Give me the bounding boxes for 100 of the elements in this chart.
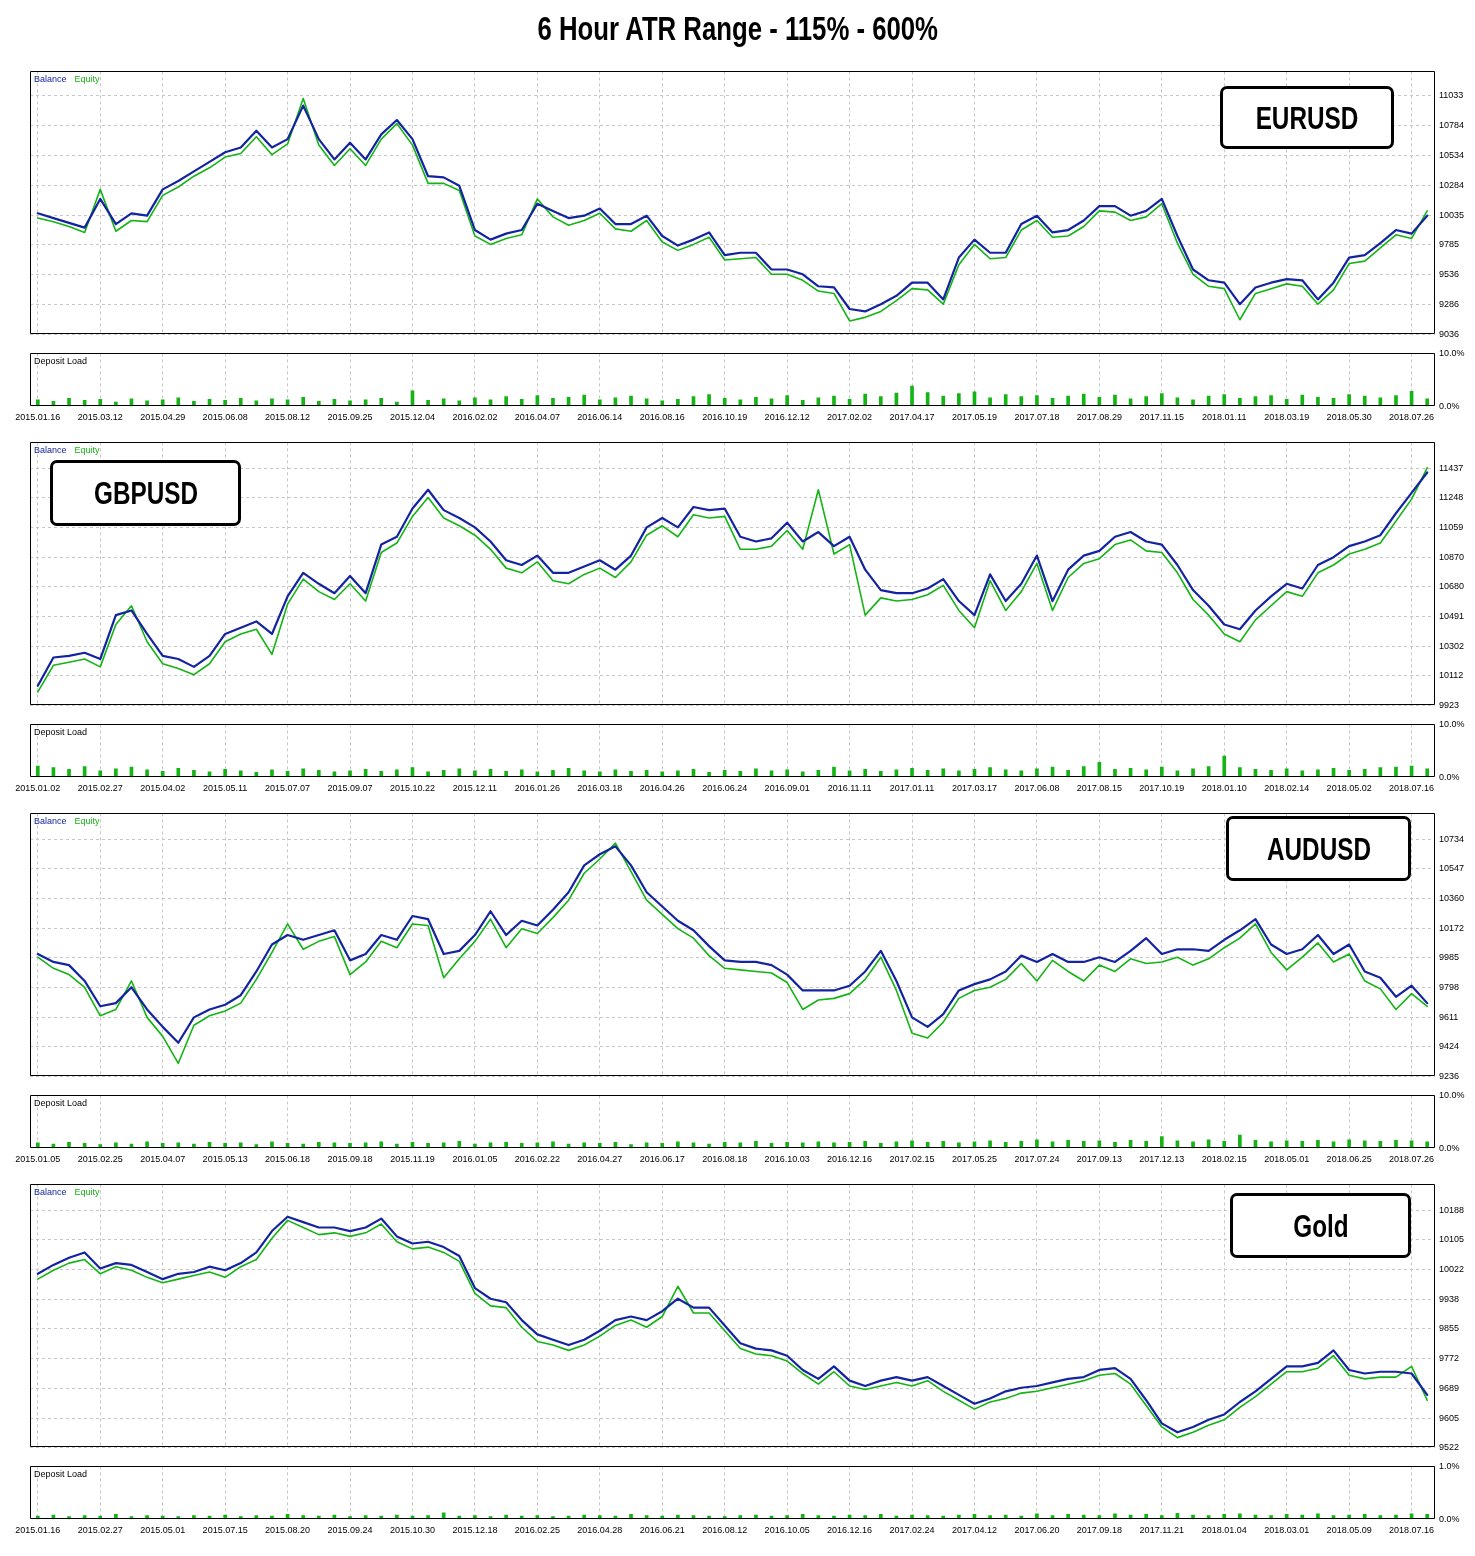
bar — [223, 400, 227, 407]
bar — [1144, 769, 1149, 778]
x-tick-label: 2015.09.07 — [327, 783, 373, 794]
x-tick-label: 2016.04.07 — [514, 412, 560, 423]
x-tick-label: 2017.04.12 — [951, 1525, 997, 1536]
x-tick-label: 2015.02.27 — [77, 1525, 123, 1536]
x-tick-label: 2018.05.02 — [1326, 783, 1372, 794]
bar — [1347, 770, 1351, 778]
y-tick-label: 10680 — [1439, 581, 1465, 592]
bar — [1300, 394, 1305, 407]
x-tick-label: 2015.09.24 — [327, 1525, 373, 1536]
x-tick-label: 2015.09.18 — [327, 1154, 373, 1165]
bar — [941, 395, 946, 407]
bar — [1300, 1141, 1305, 1149]
x-tick-label: 2016.01.26 — [514, 783, 560, 794]
x-tick-label: 2015.02.27 — [77, 783, 123, 794]
bar — [754, 1141, 758, 1149]
y-tick-label: 9424 — [1439, 1041, 1460, 1052]
x-tick-label: 2015.01.05 — [15, 1154, 61, 1165]
x-tick-label: 2016.10.03 — [764, 1154, 810, 1165]
x-tick-label: 2018.01.11 — [1202, 412, 1247, 423]
x-tick-label: 2016.02.02 — [452, 412, 498, 423]
x-tick-label: 2017.11.15 — [1139, 412, 1184, 423]
bar — [1113, 768, 1117, 778]
x-tick-label: 2018.07.16 — [1389, 1525, 1435, 1536]
bar — [1238, 767, 1242, 778]
x-tick-label: 2017.11.21 — [1139, 1525, 1184, 1536]
annotation: Gold — [1292, 1207, 1349, 1244]
y-tick-label: 10547 — [1439, 863, 1465, 874]
y-tick-label: 0.0% — [1439, 1142, 1460, 1153]
x-tick-label: 2018.07.16 — [1389, 783, 1435, 794]
bar — [98, 399, 103, 407]
bar — [1144, 396, 1149, 407]
bar — [67, 1142, 71, 1149]
y-tick-label: 0.0% — [1439, 1513, 1460, 1524]
bar — [676, 399, 680, 407]
bar — [1113, 394, 1117, 407]
x-tick-label: 2016.10.05 — [764, 1525, 810, 1536]
bar — [1425, 768, 1430, 778]
y-tick-label: 10.0% — [1439, 718, 1465, 729]
x-tick-label: 2018.03.01 — [1264, 1525, 1310, 1536]
x-tick-label: 2017.09.18 — [1076, 1525, 1122, 1536]
x-tick-label: 2015.10.22 — [389, 783, 435, 794]
text: Balance — [34, 445, 67, 456]
bar — [1222, 394, 1227, 407]
bar — [67, 768, 71, 778]
bar — [1394, 766, 1398, 778]
bar — [1003, 769, 1008, 778]
x-tick-label: 2018.03.19 — [1264, 412, 1310, 423]
y-tick-label: 9036 — [1439, 329, 1460, 340]
bar — [1019, 1141, 1024, 1149]
chart-title: Deposit Load — [34, 1469, 88, 1480]
x-tick-label: 2015.12.11 — [452, 783, 498, 794]
bar — [238, 397, 243, 407]
x-tick-label: 2017.06.08 — [1014, 783, 1060, 794]
x-tick-label: 2018.02.15 — [1201, 1154, 1247, 1165]
bar — [301, 768, 306, 778]
x-tick-label: 2017.05.25 — [951, 1154, 997, 1165]
y-tick-label: 10360 — [1439, 893, 1465, 904]
bar — [551, 397, 555, 407]
x-tick-label: 2017.08.29 — [1076, 412, 1122, 423]
x-tick-label: 2015.08.20 — [265, 1525, 311, 1536]
x-tick-label: 2017.02.02 — [827, 412, 873, 423]
x-tick-label: 2016.04.28 — [577, 1525, 623, 1536]
y-tick-label: 0.0% — [1439, 400, 1460, 411]
bar — [1362, 1140, 1367, 1149]
bar — [832, 766, 836, 778]
x-tick-label: 2016.01.05 — [452, 1154, 498, 1165]
bar — [35, 765, 40, 778]
y-tick-label: 10.0% — [1439, 1089, 1465, 1100]
x-tick-label: 2015.05.13 — [202, 1154, 248, 1165]
x-tick-label: 2018.05.30 — [1326, 412, 1372, 423]
y-tick-label: 9785 — [1439, 239, 1460, 250]
bar — [551, 770, 555, 778]
bar — [1191, 768, 1195, 778]
y-tick-label: 10734 — [1439, 833, 1465, 844]
text: Balance — [34, 74, 67, 85]
bar — [1316, 769, 1320, 778]
bar — [957, 393, 961, 407]
x-tick-label: 2017.02.24 — [889, 1525, 935, 1536]
bar — [67, 397, 71, 407]
bar — [504, 771, 508, 778]
bar — [1159, 393, 1164, 407]
bar — [722, 770, 727, 778]
x-tick-label: 2015.11.19 — [390, 1154, 435, 1165]
x-tick-label: 2016.12.16 — [827, 1154, 873, 1165]
bar — [722, 1142, 727, 1149]
x-tick-label: 2015.06.08 — [202, 412, 248, 423]
text: Equity — [74, 1187, 101, 1198]
y-tick-label: 1.0% — [1439, 1460, 1460, 1471]
bar — [192, 770, 196, 778]
bar — [1425, 398, 1430, 407]
x-tick-label: 2015.12.04 — [389, 412, 435, 423]
x-tick-label: 2016.06.21 — [639, 1525, 685, 1536]
y-tick-label: 0.0% — [1439, 771, 1460, 782]
bar — [176, 397, 181, 407]
bar — [1316, 1139, 1320, 1149]
bar — [316, 1142, 321, 1149]
x-tick-label: 2016.06.24 — [702, 783, 748, 794]
bar — [988, 397, 992, 407]
